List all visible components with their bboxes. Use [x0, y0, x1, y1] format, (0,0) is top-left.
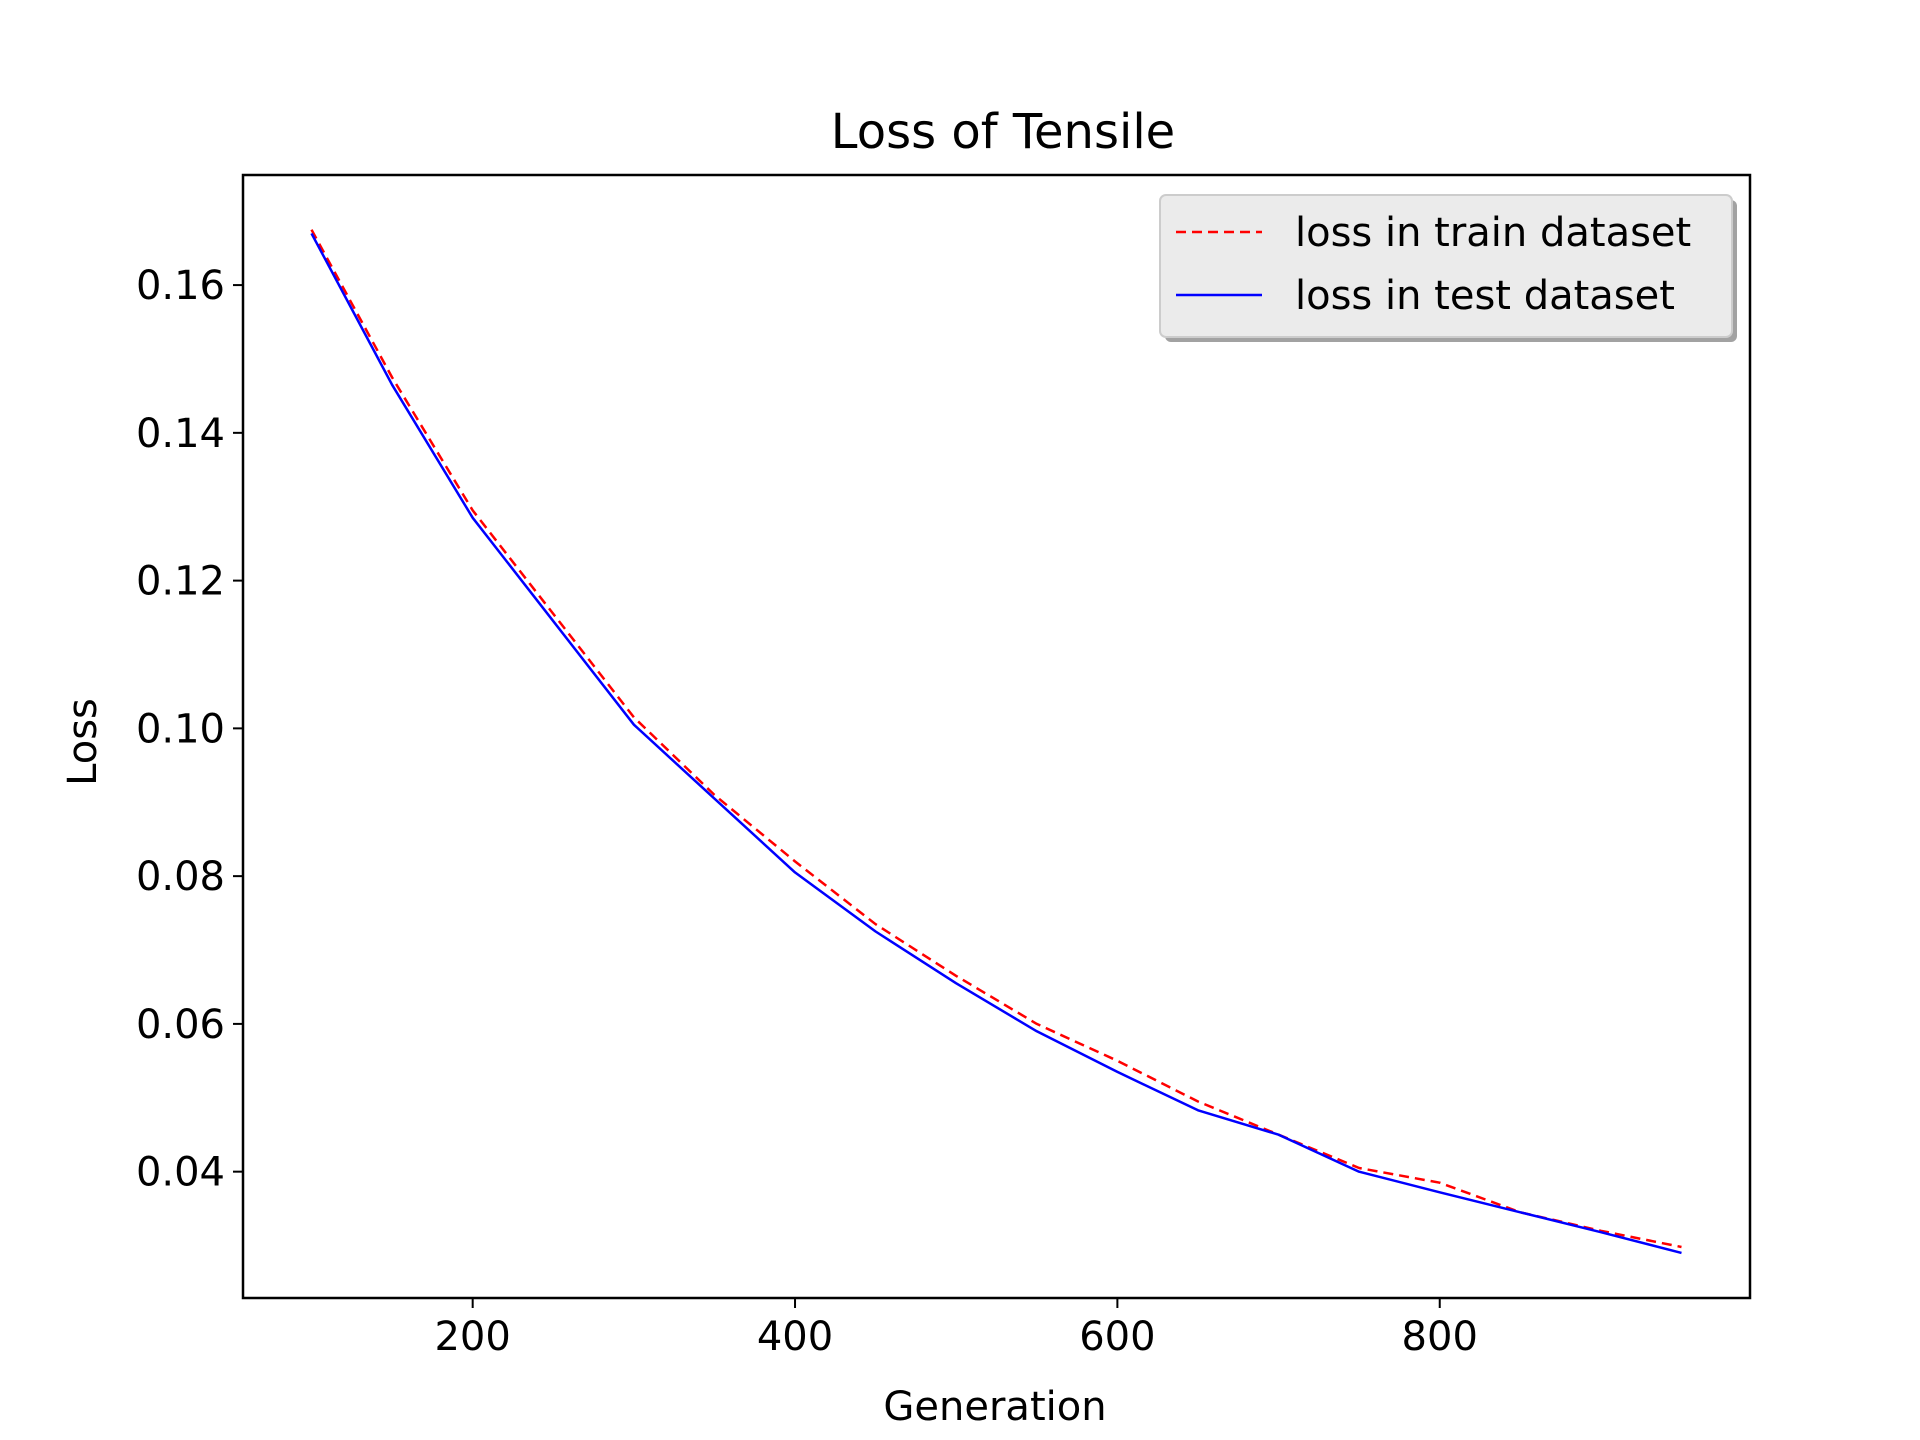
- y-axis-label: Loss: [60, 698, 106, 786]
- y-tick-label: 0.08: [136, 854, 225, 900]
- y-tick-label: 0.10: [136, 706, 225, 752]
- legend-box: [1159, 194, 1733, 338]
- x-tick-label: 400: [757, 1314, 833, 1360]
- series-line-test: [310, 232, 1682, 1255]
- x-tick-label: 200: [434, 1314, 510, 1360]
- chart-title: Loss of Tensile: [831, 104, 1175, 160]
- series-layer: [310, 229, 1682, 1255]
- y-tick-label: 0.12: [136, 559, 225, 605]
- y-tick-label: 0.14: [136, 411, 225, 457]
- y-axis: 0.04 0.06 0.08 0.10 0.12 0.14 0.16: [136, 263, 243, 1196]
- y-tick-label: 0.04: [136, 1150, 225, 1196]
- y-tick-label: 0.06: [136, 1002, 225, 1048]
- plot-frame: [241, 173, 1752, 1300]
- legend-label-test: loss in test dataset: [1295, 273, 1675, 319]
- y-tick-label: 0.16: [136, 263, 225, 309]
- x-axis-label: Generation: [883, 1384, 1106, 1430]
- x-tick-label: 800: [1402, 1314, 1478, 1360]
- legend-label-train: loss in train dataset: [1295, 210, 1691, 256]
- x-axis: 200 400 600 800: [434, 1298, 1478, 1360]
- x-tick-label: 600: [1079, 1314, 1155, 1360]
- legend: loss in train dataset loss in test datas…: [1159, 194, 1737, 342]
- series-line-train: [310, 229, 1682, 1249]
